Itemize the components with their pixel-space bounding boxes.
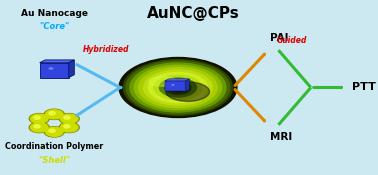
Circle shape xyxy=(34,116,40,119)
Circle shape xyxy=(34,125,40,128)
Polygon shape xyxy=(40,63,69,78)
Text: "Shell": "Shell" xyxy=(38,156,70,165)
Text: "Core": "Core" xyxy=(39,22,70,31)
Circle shape xyxy=(45,110,63,119)
Text: PAI: PAI xyxy=(270,33,288,43)
Circle shape xyxy=(59,122,79,133)
Circle shape xyxy=(60,114,78,123)
Polygon shape xyxy=(186,79,189,91)
Circle shape xyxy=(144,70,212,105)
Circle shape xyxy=(165,81,191,94)
Circle shape xyxy=(160,78,197,97)
Polygon shape xyxy=(165,79,189,81)
Text: Guided: Guided xyxy=(277,36,307,45)
Circle shape xyxy=(130,63,226,112)
Circle shape xyxy=(171,84,175,86)
Circle shape xyxy=(123,60,232,115)
Circle shape xyxy=(31,114,48,123)
Text: PTT: PTT xyxy=(352,82,376,93)
Circle shape xyxy=(154,75,202,100)
Circle shape xyxy=(149,72,208,103)
Circle shape xyxy=(49,129,55,132)
Circle shape xyxy=(64,116,70,119)
Text: Hybridized: Hybridized xyxy=(83,45,130,54)
Circle shape xyxy=(126,61,230,114)
Circle shape xyxy=(29,114,49,124)
Circle shape xyxy=(49,112,55,115)
Circle shape xyxy=(44,127,64,137)
Circle shape xyxy=(31,123,48,132)
Circle shape xyxy=(170,83,186,92)
Circle shape xyxy=(45,127,63,136)
Circle shape xyxy=(48,67,54,70)
Circle shape xyxy=(134,65,222,110)
FancyBboxPatch shape xyxy=(23,1,364,174)
Text: MRI: MRI xyxy=(270,132,292,142)
Circle shape xyxy=(64,125,70,128)
Circle shape xyxy=(44,109,64,119)
Circle shape xyxy=(29,122,49,133)
Ellipse shape xyxy=(166,82,209,101)
Ellipse shape xyxy=(149,76,176,86)
Text: Coordination Polymer: Coordination Polymer xyxy=(5,142,103,151)
Text: Au Nanocage: Au Nanocage xyxy=(21,9,88,18)
Polygon shape xyxy=(40,60,74,63)
Polygon shape xyxy=(69,60,74,78)
Circle shape xyxy=(59,114,79,124)
Circle shape xyxy=(139,68,217,107)
Circle shape xyxy=(60,123,78,132)
Circle shape xyxy=(119,58,237,117)
Polygon shape xyxy=(165,81,186,91)
Text: AuNC@CPs: AuNC@CPs xyxy=(147,6,240,21)
